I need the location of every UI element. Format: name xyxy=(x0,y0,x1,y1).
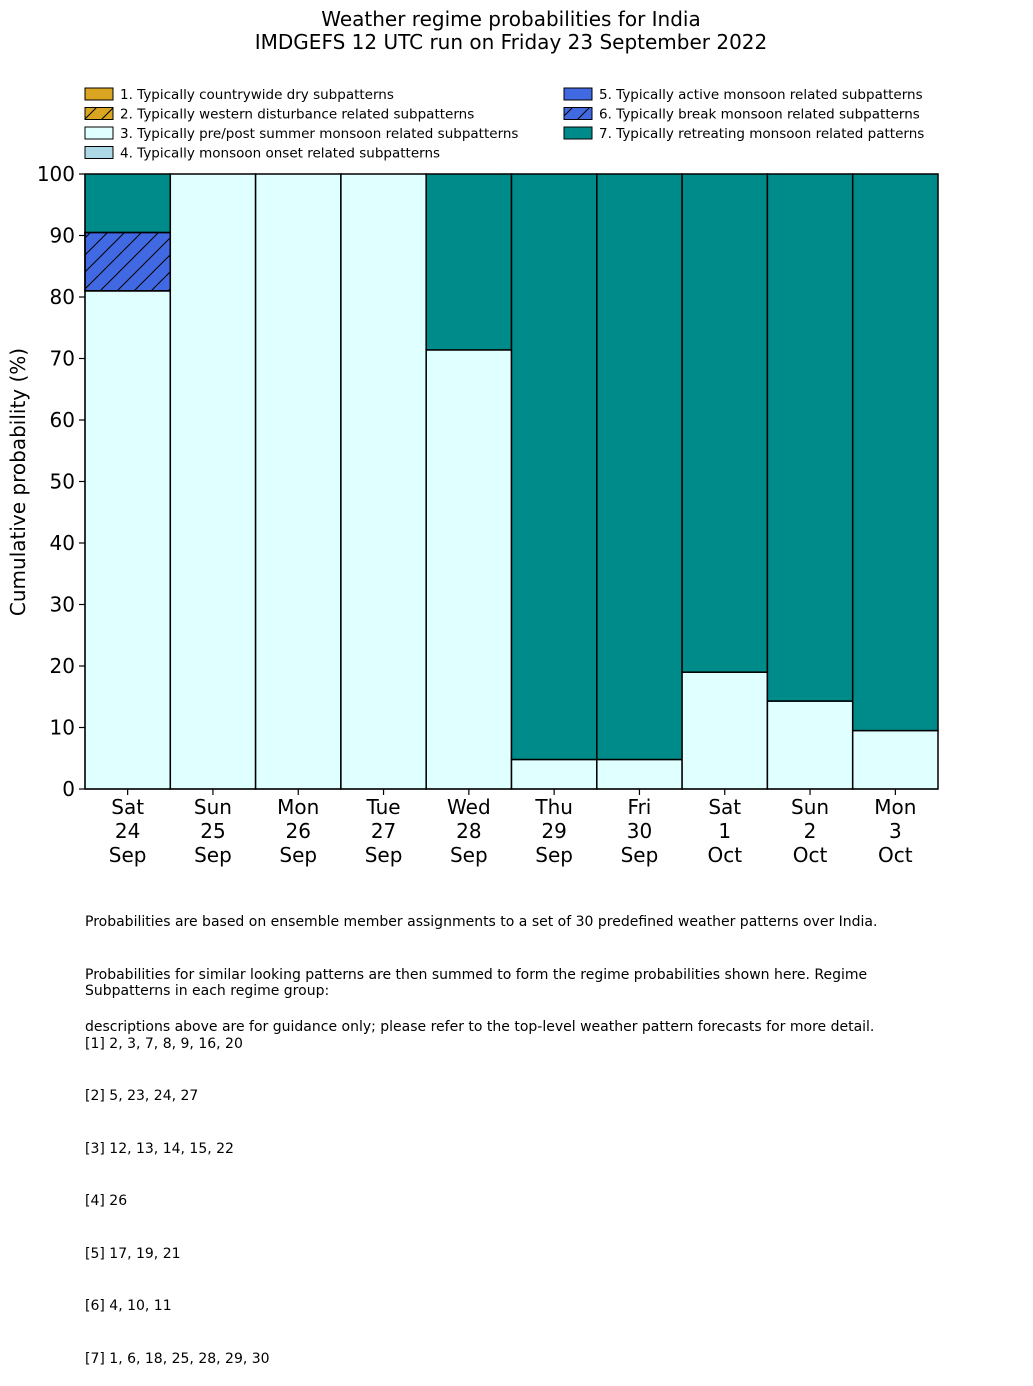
group-line: [2] 5, 23, 24, 27 xyxy=(85,1088,199,1104)
chart-title: Weather regime probabilities for India xyxy=(321,7,701,31)
regime-probability-chart: Weather regime probabilities for India I… xyxy=(6,7,939,867)
group-line: [4] 26 xyxy=(85,1193,128,1209)
chart-notes: Probabilities are based on ensemble memb… xyxy=(85,879,877,1054)
legend-swatch xyxy=(563,87,593,101)
bar-segment xyxy=(425,349,513,790)
legend-swatch-hatch xyxy=(563,107,593,120)
y-tick-label: 40 xyxy=(50,531,75,555)
bar-segment xyxy=(425,173,513,351)
note-line: descriptions above are for guidance only… xyxy=(85,1019,875,1035)
legend-label: 2. Typically western disturbance related… xyxy=(120,107,474,123)
legend-label: 7. Typically retreating monsoon related … xyxy=(599,126,924,142)
subpattern-groups: Subpatterns in each regime group: [1] 2,… xyxy=(85,948,329,1386)
y-tick-label: 10 xyxy=(50,716,75,740)
legend-swatch xyxy=(84,87,114,101)
bar-segment xyxy=(766,700,854,790)
x-tick-label: Sun 2 Oct xyxy=(791,795,829,867)
group-line: [5] 17, 19, 21 xyxy=(85,1245,181,1262)
legend-swatch xyxy=(84,126,114,140)
x-tick-label: Sun 25 Sep xyxy=(194,795,232,867)
chart-subtitle: IMDGEFS 12 UTC run on Friday 23 Septembe… xyxy=(255,30,768,54)
legend-label: 4. Typically monsoon onset related subpa… xyxy=(120,146,440,162)
y-tick-label: 90 xyxy=(50,224,75,248)
legend-label: 1. Typically countrywide dry subpatterns xyxy=(120,87,394,103)
bar-segment xyxy=(596,173,683,761)
bar-segment xyxy=(681,671,769,790)
y-tick-label: 80 xyxy=(50,285,75,309)
bar-segment xyxy=(596,758,683,790)
note-line: Probabilities are based on ensemble memb… xyxy=(85,914,878,930)
bar-segment xyxy=(254,173,342,790)
legend-label: 6. Typically break monsoon related subpa… xyxy=(599,107,920,123)
bar-segment xyxy=(169,173,257,790)
bar-segment xyxy=(681,173,769,673)
x-tick-label: Tue 27 Sep xyxy=(365,795,403,867)
bar-segment xyxy=(510,173,598,761)
legend-swatch xyxy=(563,126,593,140)
x-tick-label: Sat 24 Sep xyxy=(109,795,147,867)
bar-segment xyxy=(84,290,172,790)
y-tick-label: 60 xyxy=(50,408,75,432)
bar-segment-hatch xyxy=(84,231,172,292)
legend: 1. Typically countrywide dry subpatterns… xyxy=(84,87,924,162)
bar-segment xyxy=(851,173,939,732)
note-line: Probabilities for similar looking patter… xyxy=(85,966,868,983)
bar-segment xyxy=(340,173,427,790)
x-tick-label: Mon 3 Oct xyxy=(874,795,916,867)
groups-heading: Subpatterns in each regime group: xyxy=(85,983,330,999)
y-tick-label: 70 xyxy=(50,347,75,371)
legend-swatch-hatch xyxy=(84,107,114,120)
y-tick-label: 20 xyxy=(50,654,75,678)
group-line: [7] 1, 6, 18, 25, 28, 29, 30 xyxy=(85,1350,270,1367)
x-tick-label: Wed 28 Sep xyxy=(447,795,491,867)
bar-segment xyxy=(84,173,172,234)
bar-segment xyxy=(851,729,939,790)
x-tick-label: Fri 30 Sep xyxy=(621,795,659,867)
legend-label: 5. Typically active monsoon related subp… xyxy=(599,87,923,103)
bar-segment xyxy=(510,758,598,790)
legend-swatch xyxy=(84,146,114,159)
y-tick-label: 0 xyxy=(62,777,75,801)
legend-label: 3. Typically pre/post summer monsoon rel… xyxy=(120,126,518,142)
y-axis-label: Cumulative probability (%) xyxy=(6,348,30,616)
y-tick-label: 50 xyxy=(50,470,75,494)
bar-segment xyxy=(766,173,854,702)
x-tick-label: Thu 29 Sep xyxy=(534,795,573,867)
group-line: [3] 12, 13, 14, 15, 22 xyxy=(85,1140,234,1157)
group-line: [1] 2, 3, 7, 8, 9, 16, 20 xyxy=(85,1035,243,1052)
bars xyxy=(84,173,939,790)
group-line: [6] 4, 10, 11 xyxy=(85,1298,172,1314)
y-tick-label: 100 xyxy=(37,162,75,186)
axes: 0 10 20 30 40 50 60 70 80 90 100 Sat 24 Sep Sun 25 Sep Mo… xyxy=(37,162,938,867)
y-tick-label: 30 xyxy=(50,593,75,617)
x-tick-label: Sat 1 Oct xyxy=(707,795,742,867)
x-tick-label: Mon 26 Sep xyxy=(277,795,319,867)
